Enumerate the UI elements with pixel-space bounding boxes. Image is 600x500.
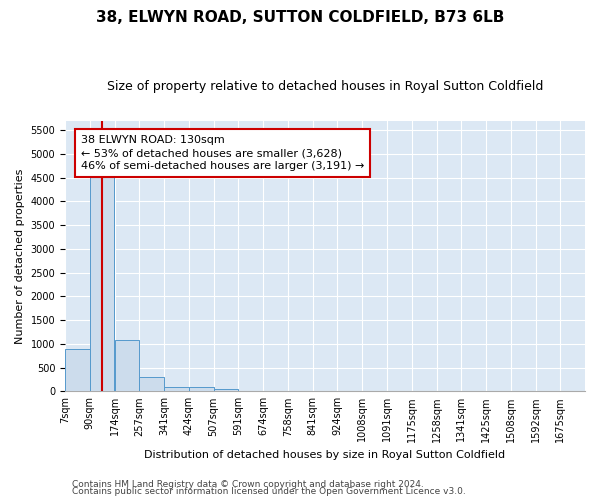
- Y-axis label: Number of detached properties: Number of detached properties: [15, 168, 25, 344]
- Bar: [189, 387, 214, 392]
- Title: Size of property relative to detached houses in Royal Sutton Coldfield: Size of property relative to detached ho…: [107, 80, 543, 93]
- Bar: [214, 389, 238, 392]
- Text: Contains public sector information licensed under the Open Government Licence v3: Contains public sector information licen…: [72, 487, 466, 496]
- Text: 38 ELWYN ROAD: 130sqm
← 53% of detached houses are smaller (3,628)
46% of semi-d: 38 ELWYN ROAD: 130sqm ← 53% of detached …: [81, 135, 364, 171]
- Bar: [65, 348, 89, 392]
- X-axis label: Distribution of detached houses by size in Royal Sutton Coldfield: Distribution of detached houses by size …: [145, 450, 506, 460]
- Bar: [139, 377, 164, 392]
- Text: 38, ELWYN ROAD, SUTTON COLDFIELD, B73 6LB: 38, ELWYN ROAD, SUTTON COLDFIELD, B73 6L…: [96, 10, 504, 25]
- Bar: [164, 387, 189, 392]
- Bar: [115, 340, 139, 392]
- Bar: [89, 173, 115, 392]
- Text: Contains HM Land Registry data © Crown copyright and database right 2024.: Contains HM Land Registry data © Crown c…: [72, 480, 424, 489]
